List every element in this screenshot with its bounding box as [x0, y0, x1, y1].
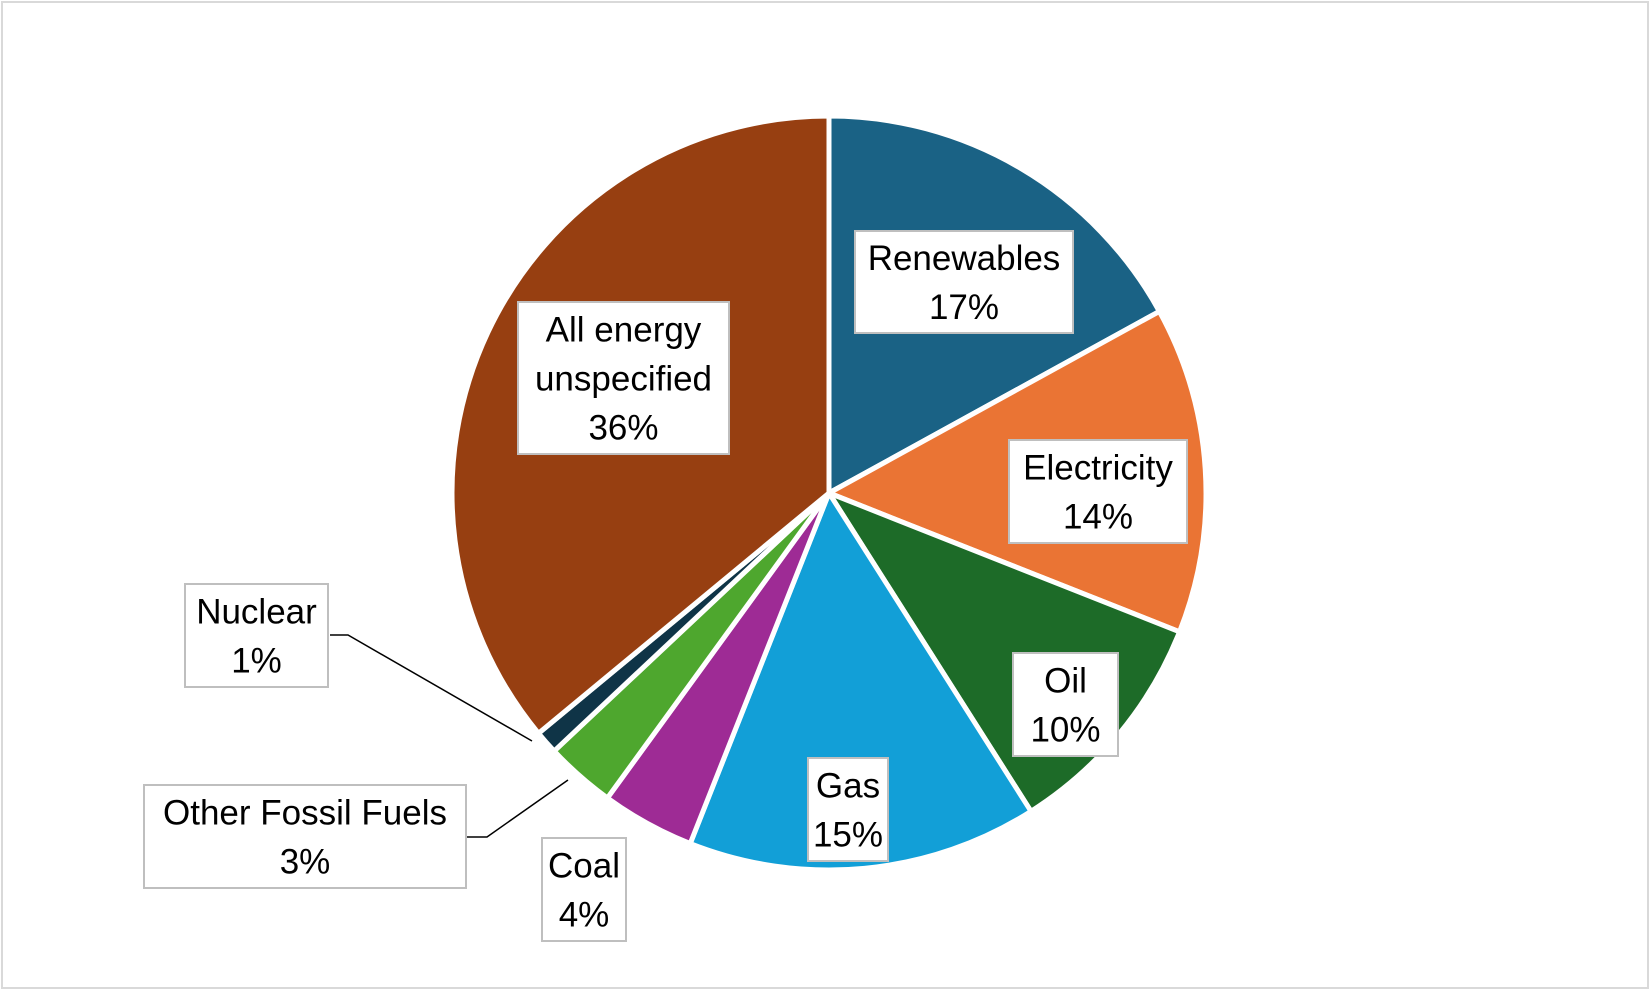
- data-label-all-energy-unspecified: All energy unspecified 36%: [517, 301, 730, 455]
- data-label-value: 36%: [588, 409, 658, 448]
- data-label-category: Electricity: [1023, 449, 1173, 488]
- data-label-renewables: Renewables 17%: [854, 230, 1074, 334]
- data-label-value: 15%: [813, 816, 883, 855]
- data-label-box: [1008, 439, 1188, 544]
- data-label-box: [854, 230, 1074, 334]
- data-label-value: 17%: [929, 288, 999, 327]
- pie-chart: Renewables 17% Electricity 14% Oil 10% Gas 15% C…: [143, 113, 1209, 942]
- data-label-coal: Coal 4%: [541, 837, 627, 942]
- data-label-box: [541, 837, 627, 942]
- data-label-oil: Oil 10%: [1012, 652, 1119, 757]
- data-label-box: [143, 784, 467, 889]
- data-label-category: All energy: [546, 311, 702, 350]
- data-label-category: Nuclear: [196, 593, 317, 632]
- data-label-value: 1%: [231, 642, 282, 681]
- data-label-category: Gas: [816, 767, 880, 806]
- data-label-box: [184, 583, 329, 688]
- data-label-category: unspecified: [535, 360, 712, 399]
- leader-lines: [330, 634, 569, 838]
- data-labels: Renewables 17% Electricity 14% Oil 10% Gas 15% C…: [143, 230, 1188, 942]
- pie-slice-gas: [687, 490, 1034, 873]
- data-label-value: 10%: [1030, 711, 1100, 750]
- data-label-category: Renewables: [868, 239, 1061, 278]
- data-label-box: [517, 301, 730, 455]
- data-label-other-fossil-fuels: Other Fossil Fuels 3%: [143, 784, 467, 889]
- data-label-category: Coal: [548, 847, 620, 886]
- leader-line-nuclear: [330, 634, 533, 742]
- data-label-gas: Gas 15%: [807, 757, 889, 862]
- leader-line-other-fossil-fuels: [466, 779, 569, 838]
- data-label-electricity: Electricity 14%: [1008, 439, 1188, 544]
- data-label-value: 14%: [1063, 498, 1133, 537]
- data-label-category: Other Fossil Fuels: [163, 794, 447, 833]
- data-label-box: [807, 757, 889, 862]
- data-label-value: 4%: [559, 896, 610, 935]
- data-label-category: Oil: [1044, 662, 1087, 701]
- data-label-value: 3%: [280, 843, 331, 882]
- data-label-box: [1012, 652, 1119, 757]
- data-label-nuclear: Nuclear 1%: [184, 583, 329, 688]
